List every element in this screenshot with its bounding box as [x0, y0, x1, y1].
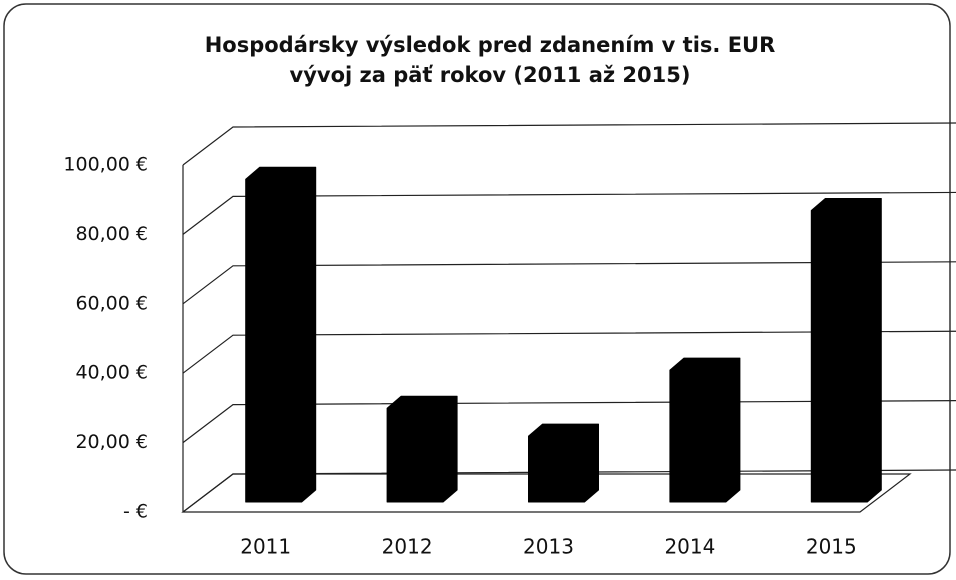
grid-line	[182, 330, 956, 374]
y-tick-label: 60,00 €	[75, 292, 148, 314]
y-tick-label: 20,00 €	[75, 431, 148, 453]
bar	[669, 357, 741, 503]
bar	[810, 198, 882, 503]
grid-line	[182, 191, 956, 235]
y-tick-label: 40,00 €	[75, 362, 148, 384]
x-tick-label: 2012	[382, 535, 433, 559]
x-tick-label: 2013	[523, 535, 574, 559]
x-tick-label: 2011	[240, 535, 291, 559]
x-tick-label: 2015	[806, 535, 857, 559]
bar	[528, 423, 599, 503]
chart-subtitle: vývoj za päť rokov (2011 až 2015)	[290, 63, 691, 87]
bar	[245, 166, 317, 503]
y-tick-label: 100,00 €	[63, 154, 148, 176]
x-tick-label: 2014	[664, 535, 715, 559]
grid-line	[182, 122, 956, 166]
bar	[386, 395, 458, 503]
grid-line	[182, 261, 956, 305]
chart-title: Hospodársky výsledok pred zdanením v tis…	[205, 33, 776, 57]
y-tick-label: 80,00 €	[75, 223, 148, 245]
chart-frame	[3, 3, 951, 575]
y-tick-label: - €	[123, 501, 148, 523]
